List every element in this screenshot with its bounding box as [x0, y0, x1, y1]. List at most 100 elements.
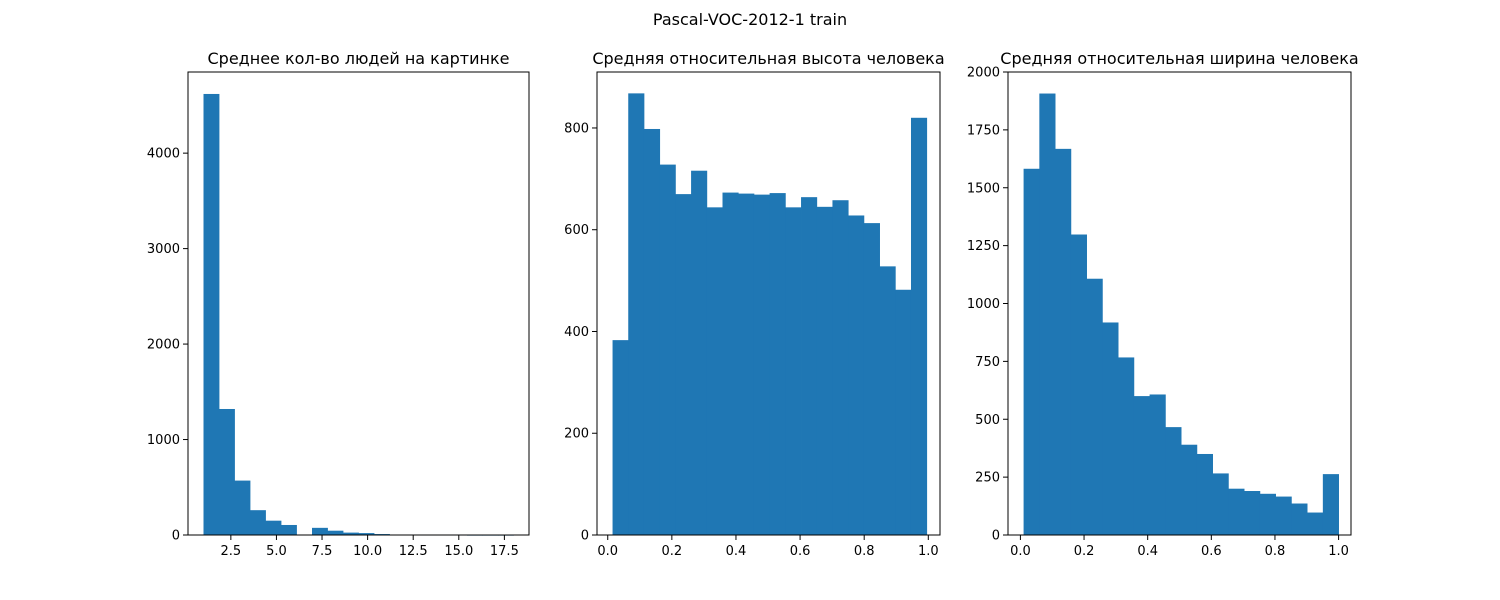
- histogram-bar: [863, 223, 880, 536]
- axes-frame: [187, 71, 530, 536]
- x-tick-label: 1.0: [1328, 544, 1349, 559]
- histogram-bar: [358, 533, 375, 535]
- y-tick-label: 200: [564, 427, 589, 442]
- x-tick-label: 0.4: [726, 544, 747, 559]
- histogram-bar: [1133, 396, 1150, 535]
- histogram-bar: [1181, 444, 1198, 535]
- x-axis: 2.5 5.0 7.5 10.0 12.5 15.0 17.5: [221, 535, 519, 559]
- x-tick-label: 0.0: [597, 544, 618, 559]
- histogram-bar: [910, 117, 928, 535]
- histogram-bar: [879, 266, 896, 535]
- histogram-bar: [738, 193, 755, 535]
- bars: [1023, 93, 1339, 536]
- bars: [203, 93, 514, 536]
- x-tick-label: 0.2: [662, 544, 683, 559]
- y-tick-label: 400: [564, 325, 589, 340]
- histogram-bar: [1212, 473, 1229, 535]
- y-axis: 0 250 500 750 1000 1250 1500 1750 2000: [967, 66, 1008, 544]
- histogram-bar: [203, 93, 220, 536]
- y-tick-label: 600: [564, 223, 589, 238]
- histogram-bar: [1275, 496, 1292, 535]
- histogram-bar: [327, 530, 344, 535]
- histogram-bar: [1322, 474, 1339, 535]
- histogram-bar: [219, 408, 235, 535]
- histogram-bar: [250, 510, 266, 535]
- histogram-bar: [1165, 427, 1182, 535]
- y-tick-label: 2000: [967, 66, 1000, 81]
- x-tick-label: 12.5: [399, 544, 428, 559]
- histogram-bar: [1023, 168, 1040, 535]
- histogram-bar: [706, 207, 723, 535]
- histogram-bar: [1244, 491, 1261, 535]
- x-tick-label: 0.6: [1201, 544, 1222, 559]
- y-axis: 0 1000 2000 3000 4000: [147, 147, 188, 544]
- histogram-bar: [1086, 278, 1103, 535]
- histogram-bar: [785, 207, 802, 535]
- x-tick-label: 15.0: [444, 544, 473, 559]
- histogram-bar: [1102, 322, 1119, 535]
- histogram-bar: [659, 164, 676, 535]
- x-tick-label: 5.0: [266, 544, 287, 559]
- bars: [612, 93, 928, 536]
- chart-relative-height: Средняя относительная высота человека 0.…: [564, 49, 944, 559]
- y-axis: 0 200 400 600 800: [564, 121, 597, 544]
- histogram-bar: [1118, 357, 1135, 535]
- histogram-bar: [801, 197, 818, 535]
- x-tick-label: 0.8: [1265, 544, 1286, 559]
- y-tick-label: 250: [975, 471, 1000, 486]
- y-tick-label: 0: [992, 529, 1000, 544]
- histogram-bar: [769, 193, 786, 535]
- x-tick-label: 0.4: [1137, 544, 1158, 559]
- y-tick-label: 1500: [967, 181, 1000, 196]
- chart-title: Средняя относительная высота человека: [592, 49, 944, 68]
- y-tick-label: 500: [975, 413, 1000, 428]
- axes-frame: [596, 71, 941, 536]
- x-tick-label: 10.0: [353, 544, 382, 559]
- y-tick-label: 1750: [967, 123, 1000, 138]
- chart-people-count: Среднее кол-во людей на картинке 2.5 5.0 7…: [147, 49, 530, 559]
- histogram-bar: [1196, 453, 1213, 535]
- y-tick-label: 0: [581, 529, 589, 544]
- histogram-bar: [343, 532, 359, 535]
- y-tick-label: 1000: [147, 433, 180, 448]
- y-tick-label: 800: [564, 121, 589, 136]
- x-tick-label: 17.5: [490, 544, 519, 559]
- histogram-bar: [895, 289, 912, 535]
- x-tick-label: 0.2: [1074, 544, 1095, 559]
- histogram-bar: [1228, 488, 1245, 535]
- histogram-bar: [753, 194, 771, 535]
- y-tick-label: 750: [975, 355, 1000, 370]
- y-tick-label: 1000: [967, 297, 1000, 312]
- chart-relative-width: Средняя относительная ширина человека 0.…: [967, 49, 1359, 559]
- x-tick-label: 0.8: [854, 544, 875, 559]
- y-tick-label: 0: [172, 529, 180, 544]
- figure-suptitle: Pascal-VOC-2012-1 train: [653, 10, 847, 29]
- histogram-bar: [1149, 394, 1166, 535]
- x-tick-label: 0.6: [790, 544, 811, 559]
- x-tick-label: 1.0: [918, 544, 939, 559]
- histogram-bar: [722, 192, 739, 535]
- x-axis: 0.0 0.2 0.4 0.6 0.8 1.0: [1010, 535, 1349, 559]
- histogram-bar: [1055, 148, 1072, 536]
- histogram-bar: [234, 480, 251, 535]
- histogram-bar: [1039, 93, 1056, 535]
- histogram-bar: [1070, 234, 1087, 535]
- histogram-bar: [1259, 493, 1276, 535]
- x-tick-label: 7.5: [312, 544, 333, 559]
- x-tick-label: 0.0: [1010, 544, 1031, 559]
- x-axis: 0.0 0.2 0.4 0.6 0.8 1.0: [597, 535, 939, 559]
- histogram-bar: [691, 170, 708, 535]
- histogram-bar: [312, 527, 328, 535]
- y-tick-label: 2000: [147, 338, 180, 353]
- histogram-bar: [265, 520, 282, 535]
- chart-title: Средняя относительная ширина человека: [1000, 49, 1358, 68]
- histogram-bar: [1307, 512, 1324, 535]
- y-tick-label: 3000: [147, 242, 180, 257]
- chart-title: Среднее кол-во людей на картинке: [208, 49, 510, 68]
- histogram-bar: [832, 200, 849, 535]
- histogram-bar: [848, 215, 865, 536]
- y-tick-label: 4000: [147, 147, 180, 162]
- y-tick-label: 1250: [967, 239, 1000, 254]
- histogram-bar: [816, 206, 833, 535]
